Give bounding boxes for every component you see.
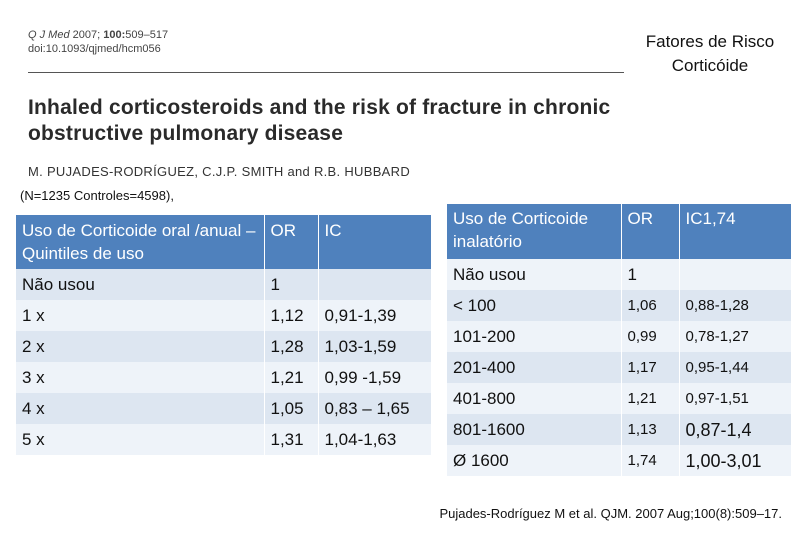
oral-row-label: 3 x	[16, 362, 265, 393]
table-row: 5 x 1,31 1,04-1,63	[16, 424, 432, 455]
oral-row-ic: 1,04-1,63	[318, 424, 432, 455]
table-row: 4 x 1,05 0,83 – 1,65	[16, 393, 432, 424]
oral-row-or: 1,05	[264, 393, 319, 424]
study-population-note: (N=1235 Controles=4598),	[20, 188, 174, 203]
inhaled-row-or: 1,13	[621, 414, 680, 445]
inhaled-row-ic: 0,88-1,28	[679, 290, 792, 321]
inhaled-row-ic: 1,00-3,01	[679, 445, 792, 476]
inhaled-row-ic: 0,95-1,44	[679, 352, 792, 383]
paper-title-line-1: Inhaled corticosteroids and the risk of …	[28, 96, 611, 119]
inhaled-corticoid-table: Uso de Corticoide inalatório OR IC1,74 N…	[447, 204, 792, 476]
oral-corticoid-table: Uso de Corticoide oral /anual – Quintile…	[16, 215, 432, 455]
journal-year: 2007;	[72, 29, 101, 41]
inhaled-row-label: 101-200	[447, 321, 622, 352]
oral-row-ic	[318, 269, 432, 300]
inhaled-row-or: 1	[621, 259, 680, 290]
inhaled-row-ic: 0,78-1,27	[679, 321, 792, 352]
oral-row-label: 2 x	[16, 331, 265, 362]
slide-title: Fatores de Risco Corticóide	[630, 30, 790, 78]
table-row: < 100 1,06 0,88-1,28	[447, 290, 792, 321]
inhaled-table-header-usage: Uso de Corticoide inalatório	[447, 204, 622, 259]
table-row: 201-400 1,17 0,95-1,44	[447, 352, 792, 383]
oral-row-or: 1,28	[264, 331, 319, 362]
oral-row-ic: 0,91-1,39	[318, 300, 432, 331]
slide-title-line-2: Corticóide	[671, 56, 749, 75]
table-row: 801-1600 1,13 0,87-1,4	[447, 414, 792, 445]
table-row: 1 x 1,12 0,91-1,39	[16, 300, 432, 331]
inhaled-row-or: 1,74	[621, 445, 680, 476]
table-row: 401-800 1,21 0,97-1,51	[447, 383, 792, 414]
inhaled-row-label: 801-1600	[447, 414, 622, 445]
paper-title-line-2: obstructive pulmonary disease	[28, 122, 344, 145]
inhaled-row-label: 401-800	[447, 383, 622, 414]
inhaled-row-ic: 0,87-1,4	[679, 414, 792, 445]
oral-row-ic: 0,83 – 1,65	[318, 393, 432, 424]
oral-row-label: 4 x	[16, 393, 265, 424]
inhaled-table-header-ic: IC1,74	[679, 204, 792, 259]
inhaled-table-header-or: OR	[621, 204, 680, 259]
oral-table-header-or: OR	[264, 215, 319, 269]
journal-doi: doi:10.1093/qjmed/hcm056	[28, 43, 161, 55]
table-row: Não usou 1	[16, 269, 432, 300]
journal-header: Q J Med 2007; 100:509–517 doi:10.1093/qj…	[28, 28, 168, 56]
oral-row-label: 1 x	[16, 300, 265, 331]
inhaled-row-or: 1,21	[621, 383, 680, 414]
inhaled-row-label: Ø 1600	[447, 445, 622, 476]
header-divider	[28, 72, 624, 73]
table-row: Ø 1600 1,74 1,00-3,01	[447, 445, 792, 476]
oral-row-label: Não usou	[16, 269, 265, 300]
journal-volume: 100:	[103, 29, 126, 41]
table-row: 3 x 1,21 0,99 -1,59	[16, 362, 432, 393]
inhaled-row-or: 1,17	[621, 352, 680, 383]
oral-table-header-usage: Uso de Corticoide oral /anual – Quintile…	[16, 215, 265, 269]
authors: M. PUJADES-RODRÍGUEZ, C.J.P. SMITH and R…	[28, 164, 411, 179]
inhaled-row-label: < 100	[447, 290, 622, 321]
oral-row-or: 1,12	[264, 300, 319, 331]
journal-name: Q J Med	[28, 29, 70, 41]
slide-title-line-1: Fatores de Risco	[645, 32, 775, 51]
oral-row-ic: 0,99 -1,59	[318, 362, 432, 393]
table-row: 101-200 0,99 0,78-1,27	[447, 321, 792, 352]
table-row: Não usou 1	[447, 259, 792, 290]
oral-row-or: 1,31	[264, 424, 319, 455]
oral-row-or: 1,21	[264, 362, 319, 393]
inhaled-row-label: 201-400	[447, 352, 622, 383]
journal-pages: 509–517	[125, 29, 169, 41]
oral-row-label: 5 x	[16, 424, 265, 455]
table-row: 2 x 1,28 1,03-1,59	[16, 331, 432, 362]
oral-table-header-ic: IC	[318, 215, 432, 269]
citation: Pujades-Rodríguez M et al. QJM. 2007 Aug…	[439, 506, 782, 521]
oral-row-ic: 1,03-1,59	[318, 331, 432, 362]
inhaled-row-label: Não usou	[447, 259, 622, 290]
oral-row-or: 1	[264, 269, 319, 300]
inhaled-row-ic	[679, 259, 792, 290]
inhaled-row-or: 1,06	[621, 290, 680, 321]
inhaled-row-ic: 0,97-1,51	[679, 383, 792, 414]
paper-title: Inhaled corticosteroids and the risk of …	[28, 95, 628, 147]
inhaled-row-or: 0,99	[621, 321, 680, 352]
